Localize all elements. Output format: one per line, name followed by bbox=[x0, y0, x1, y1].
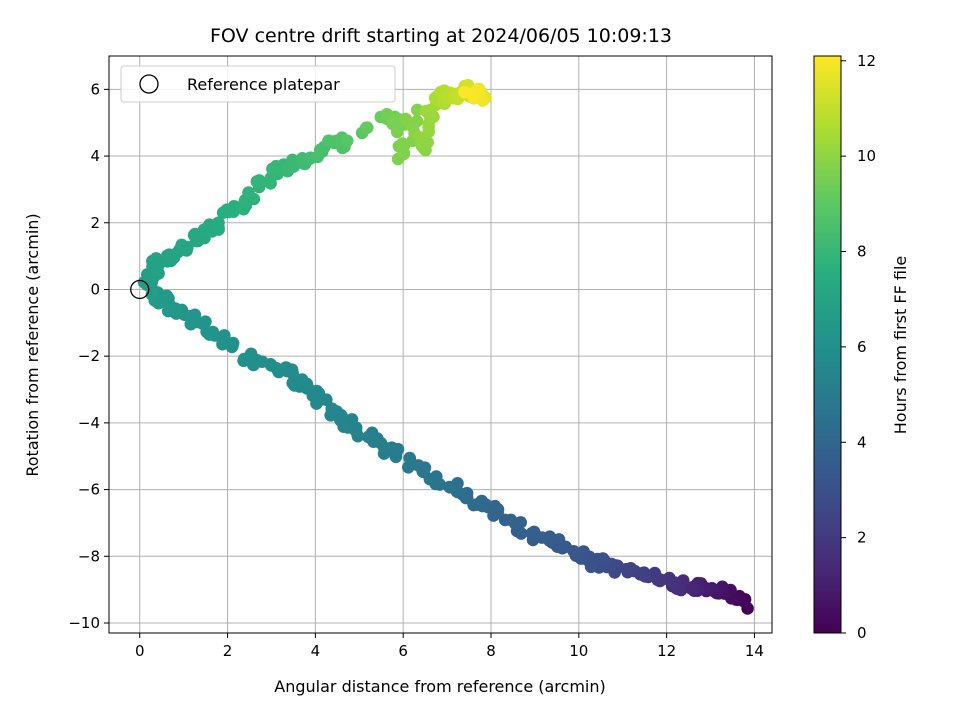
x-tick-label: 8 bbox=[486, 642, 496, 660]
scatter-point bbox=[433, 478, 447, 491]
x-tick-label: 0 bbox=[135, 642, 145, 660]
scatter-point bbox=[286, 158, 299, 171]
y-tick-label: 2 bbox=[90, 214, 100, 232]
colorbar bbox=[813, 55, 842, 634]
scatter-point bbox=[286, 376, 300, 390]
scatter-point bbox=[237, 352, 251, 366]
scatter-point bbox=[525, 527, 539, 540]
scatter-point bbox=[206, 325, 220, 339]
scatter-point bbox=[390, 125, 404, 139]
scatter-point bbox=[458, 85, 471, 99]
y-tick-label: 4 bbox=[90, 147, 100, 165]
y-tick-label: −4 bbox=[78, 414, 100, 432]
y-tick-label: −2 bbox=[78, 347, 100, 365]
scatter-point bbox=[211, 217, 225, 230]
legend: Reference platepar bbox=[120, 65, 396, 103]
scatter-point bbox=[634, 567, 647, 580]
legend-box bbox=[120, 65, 396, 103]
data-points bbox=[137, 79, 754, 615]
colorbar-label: Hours from first FF file bbox=[891, 256, 910, 435]
scatter-point bbox=[397, 146, 411, 160]
colorbar-tick-label: 8 bbox=[857, 243, 867, 261]
y-tick-label: 0 bbox=[90, 280, 100, 298]
legend-marker-icon bbox=[139, 74, 159, 94]
colorbar-tick-label: 10 bbox=[857, 147, 876, 165]
colorbar-tick-label: 12 bbox=[857, 52, 876, 70]
colorbar-tick-label: 0 bbox=[857, 624, 867, 642]
scatter-point bbox=[377, 441, 391, 454]
scatter-point bbox=[242, 186, 255, 199]
scatter-point bbox=[399, 112, 413, 126]
scatter-point bbox=[226, 339, 239, 353]
scatter-point bbox=[181, 241, 194, 255]
scatter-point bbox=[340, 134, 354, 148]
scatter-point bbox=[188, 308, 202, 322]
x-axis-label: Angular distance from reference (arcmin) bbox=[274, 677, 605, 696]
colorbar-tick-label: 6 bbox=[857, 338, 867, 356]
scatter-point bbox=[325, 402, 339, 416]
scatter-point bbox=[345, 413, 359, 426]
plot-frame bbox=[108, 55, 773, 634]
colorbar-tick-label: 4 bbox=[857, 433, 867, 451]
chart-title: FOV centre drift starting at 2024/06/05 … bbox=[210, 25, 672, 47]
reference-marker bbox=[130, 279, 150, 300]
scatter-point bbox=[443, 480, 456, 494]
colorbar-tick-label: 2 bbox=[857, 529, 867, 547]
scatter-point bbox=[396, 137, 409, 150]
scatter-point bbox=[361, 121, 374, 134]
x-tick-label: 10 bbox=[569, 642, 588, 660]
x-tick-label: 12 bbox=[657, 642, 676, 660]
x-tick-label: 6 bbox=[398, 642, 408, 660]
scatter-point bbox=[314, 143, 327, 157]
colorbar-ticks: 0 2 4 6 8 10 12 bbox=[841, 52, 876, 642]
scatter-point bbox=[362, 430, 375, 444]
scatter-point bbox=[388, 114, 401, 128]
y-tick-label: 6 bbox=[90, 80, 100, 98]
y-tick-label: −10 bbox=[68, 614, 100, 632]
x-tick-label: 4 bbox=[311, 642, 321, 660]
scatter-point bbox=[470, 498, 484, 511]
scatter-point bbox=[195, 316, 209, 330]
axis-ticks: 0 2 4 6 8 10 12 14 −10 −8 −6 −4 −2 0 2 4 6 bbox=[68, 80, 764, 660]
y-tick-label: −6 bbox=[78, 481, 100, 499]
x-tick-label: 14 bbox=[745, 642, 764, 660]
scatter-point bbox=[403, 451, 417, 465]
x-tick-label: 2 bbox=[223, 642, 233, 660]
legend-label: Reference platepar bbox=[187, 75, 340, 94]
scatter-point bbox=[412, 130, 426, 144]
scatter-point bbox=[419, 104, 433, 118]
y-tick-label: −8 bbox=[78, 547, 100, 565]
y-axis-label: Rotation from reference (arcmin) bbox=[23, 213, 42, 476]
scatter-point bbox=[252, 174, 266, 187]
scatter-point bbox=[504, 513, 518, 527]
